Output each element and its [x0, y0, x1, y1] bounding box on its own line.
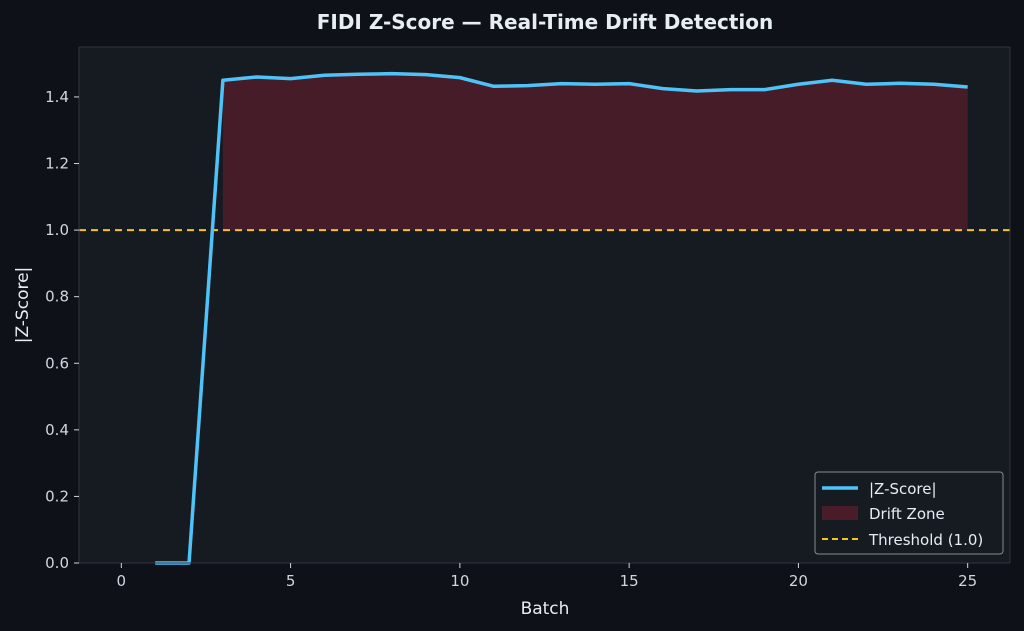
y-tick-label: 0.4 [45, 421, 69, 439]
chart-title: FIDI Z-Score — Real-Time Drift Detection [317, 10, 774, 34]
y-tick-label: 0.6 [45, 354, 69, 372]
legend-threshold-label: Threshold (1.0) [868, 531, 983, 549]
y-axis: 0.0 0.2 0.4 0.6 0.8 1.0 1.2 1.4 [45, 88, 79, 572]
y-tick-label: 0.0 [45, 554, 69, 572]
y-tick-label: 1.4 [45, 88, 69, 106]
drift-zone-fill [222, 73, 968, 231]
y-tick-label: 0.8 [45, 288, 69, 306]
x-axis: 0 5 10 15 20 25 [117, 563, 977, 590]
legend: |Z-Score| Drift Zone Threshold (1.0) [814, 471, 1004, 555]
legend-drift-swatch [822, 506, 858, 520]
legend-box [814, 471, 1004, 555]
x-tick-label: 25 [958, 572, 977, 590]
x-tick-label: 0 [117, 572, 127, 590]
y-axis-label: |Z-Score| [13, 267, 33, 344]
y-tick-label: 1.0 [45, 221, 69, 239]
legend-zscore-label: |Z-Score| [869, 480, 937, 498]
x-tick-label: 10 [450, 572, 469, 590]
legend-drift-label: Drift Zone [869, 505, 945, 523]
x-tick-label: 5 [286, 572, 296, 590]
y-tick-label: 0.2 [45, 487, 69, 505]
axes-spines [78, 46, 1011, 564]
x-axis-label: Batch [521, 599, 570, 619]
x-tick-label: 15 [620, 572, 639, 590]
series-layer [155, 71, 968, 565]
x-tick-label: 20 [789, 572, 808, 590]
y-tick-label: 1.2 [45, 155, 69, 173]
drift-zone-area [222, 73, 968, 231]
